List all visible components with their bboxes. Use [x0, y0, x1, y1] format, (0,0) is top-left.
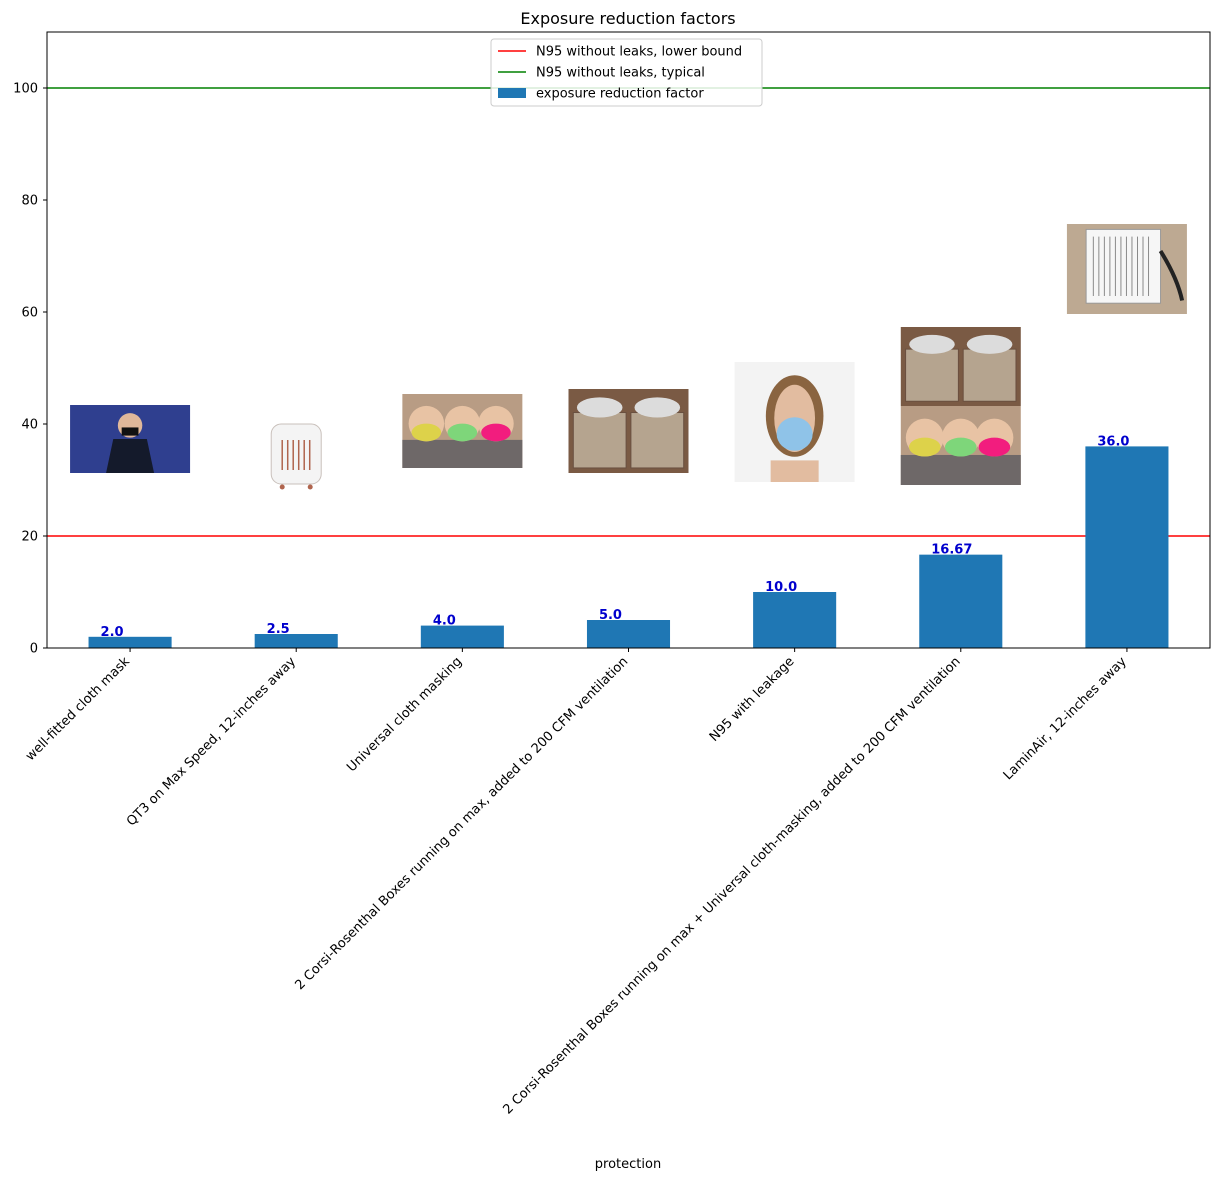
- value-label-6: 36.0: [1097, 434, 1129, 449]
- people-in-cloth-masks-photo: [402, 394, 523, 468]
- value-label-4: 10.0: [765, 580, 797, 595]
- value-label-1: 2.5: [267, 622, 290, 637]
- portable-air-purifier-photo: [270, 423, 322, 490]
- x-tick-label-4: N95 with leakage: [707, 654, 798, 745]
- chart-title: Exposure reduction factors: [520, 9, 735, 28]
- bar-0: [88, 636, 172, 648]
- legend-label-1: N95 without leaks, typical: [536, 66, 705, 81]
- y-tick-label-3: 60: [21, 306, 38, 321]
- bars: [88, 446, 1169, 648]
- corsi-rosenthal-boxes-photo: [568, 389, 689, 473]
- person-wearing-mask-photo: [70, 405, 191, 473]
- y-tick-label-2: 40: [21, 418, 38, 433]
- bar-2: [420, 625, 504, 648]
- y-tick-label-5: 100: [13, 82, 38, 97]
- legend-label-0: N95 without leaks, lower bound: [536, 45, 742, 60]
- legend-label-2: exposure reduction factor: [536, 87, 704, 102]
- x-axis-title: protection: [595, 1157, 661, 1172]
- laminair-filter-photo: [1066, 224, 1187, 314]
- category-thumbnails: [70, 224, 1187, 490]
- woman-in-n95-mask-photo: [734, 362, 855, 482]
- x-tick-label-2: Universal cloth masking: [344, 654, 465, 775]
- plot-area: [47, 32, 1210, 648]
- x-tick-label-3: 2 Corsi-Rosenthal Boxes running on max, …: [292, 654, 631, 993]
- bar-4: [753, 592, 837, 648]
- y-tick-label-0: 0: [30, 642, 38, 657]
- value-label-3: 5.0: [599, 608, 622, 623]
- boxes-and-masked-people-photo: [900, 327, 1021, 485]
- value-labels: 2.0 2.5 4.0 5.0 10.0 16.67 36.0: [101, 434, 1130, 639]
- legend-marker-2: [498, 88, 526, 98]
- value-label-5: 16.67: [931, 543, 972, 558]
- bar-3: [586, 620, 671, 648]
- value-label-0: 2.0: [101, 625, 124, 640]
- plot-background: [47, 32, 1210, 648]
- x-tick-label-0: well-fitted cloth mask: [23, 654, 133, 764]
- legend-box: [490, 38, 763, 107]
- y-tick-label-1: 20: [21, 530, 38, 545]
- y-tick-label-4: 80: [21, 194, 38, 209]
- x-tick-label-1: QT3 on Max Speed, 12-inches away: [124, 654, 299, 829]
- bar-6: [1085, 446, 1169, 648]
- legend: N95 without leaks, lower bound N95 withou…: [490, 38, 763, 107]
- bar-5: [919, 554, 1003, 648]
- x-tick-label-6: LaminAir, 12-inches away: [1001, 654, 1130, 783]
- bar-1: [254, 634, 338, 648]
- value-label-2: 4.0: [433, 614, 456, 629]
